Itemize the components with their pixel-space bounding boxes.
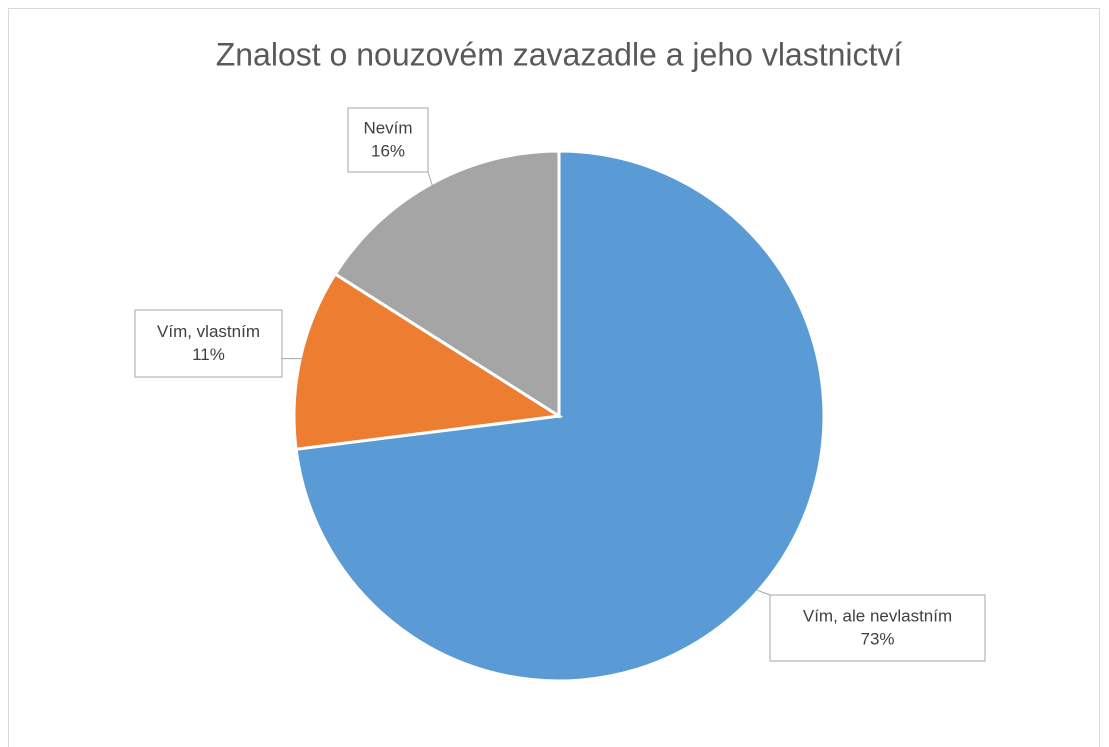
leader-line	[427, 171, 433, 186]
data-label-value: 16%	[371, 141, 405, 160]
leader-line	[756, 589, 771, 596]
label-box	[134, 309, 283, 378]
data-label-value: 73%	[860, 629, 894, 648]
data-label-name: Vím, vlastním	[157, 322, 260, 341]
label-box	[769, 594, 986, 662]
data-label-value: 11%	[192, 345, 225, 364]
data-label-name: Vím, ale nevlastním	[803, 606, 952, 625]
chart-title: Znalost o nouzovém zavazadle a jeho vlas…	[216, 36, 903, 72]
label-box	[347, 107, 429, 173]
data-label-name: Nevím	[363, 118, 412, 137]
